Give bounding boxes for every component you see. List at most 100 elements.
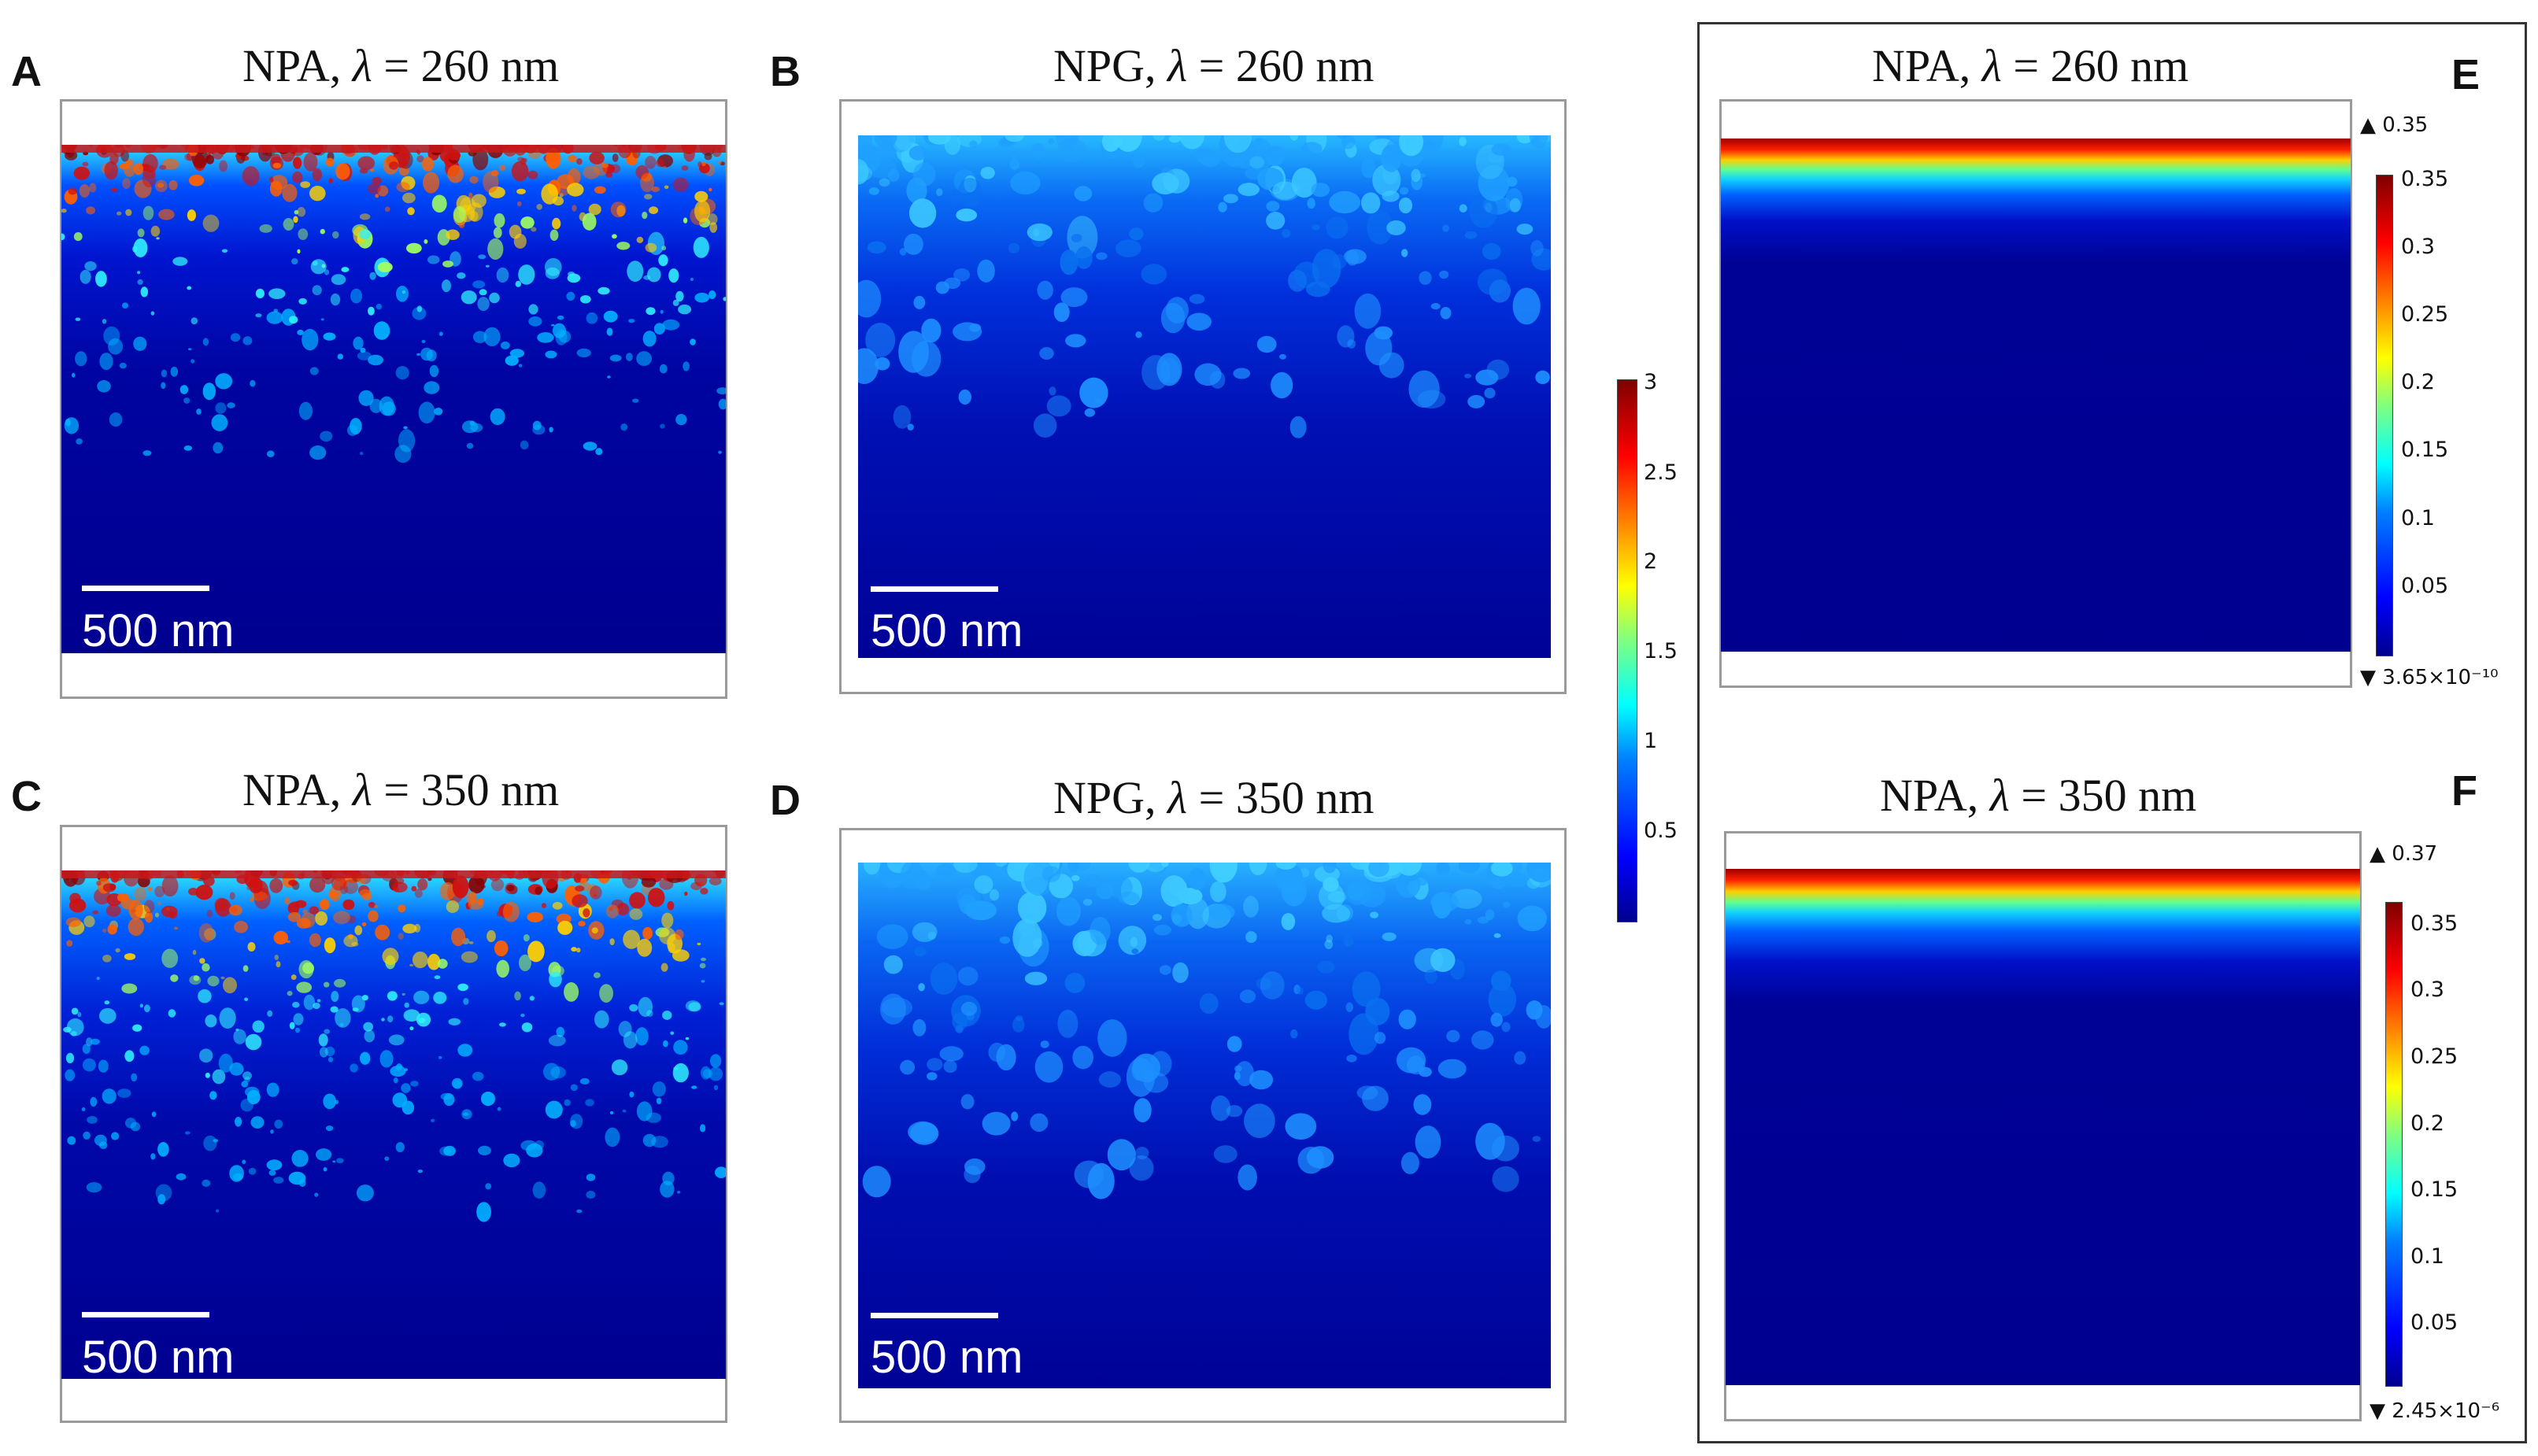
- field-speckle: [335, 163, 350, 180]
- field-speckle: [1439, 270, 1449, 279]
- field-speckle: [298, 297, 307, 305]
- field-speckle: [959, 894, 977, 915]
- field-speckle: [572, 205, 577, 212]
- field-speckle: [183, 397, 191, 404]
- field-speckle: [119, 362, 127, 369]
- field-speckle: [1132, 153, 1145, 168]
- field-speckle: [1430, 303, 1441, 310]
- field-speckle: [142, 205, 154, 220]
- field-speckle: [266, 1159, 283, 1171]
- field-speckle: [1289, 135, 1299, 141]
- field-speckle: [1040, 1040, 1049, 1048]
- field-speckle: [893, 405, 912, 429]
- field-speckle: [269, 176, 274, 183]
- field-speckle: [293, 1013, 304, 1025]
- field-speckle: [868, 157, 897, 179]
- field-speckle: [912, 1018, 927, 1037]
- field-speckle: [377, 261, 393, 272]
- field-speckle: [282, 183, 298, 202]
- field-speckle: [416, 353, 420, 356]
- field-speckle: [274, 1119, 283, 1129]
- field-speckle: [290, 974, 297, 981]
- field-speckle: [673, 1040, 688, 1055]
- field-speckle: [375, 924, 390, 940]
- field-speckle: [452, 875, 469, 899]
- field-speckle: [443, 1145, 456, 1156]
- field-speckle: [297, 329, 304, 335]
- field-speckle: [1423, 140, 1436, 154]
- field-speckle: [353, 336, 364, 350]
- field-speckle: [683, 217, 688, 224]
- field-speckle: [1509, 198, 1521, 212]
- field-speckle: [716, 387, 726, 395]
- field-speckle: [656, 1097, 662, 1105]
- field-speckle: [434, 975, 441, 980]
- field-speckle: [874, 135, 897, 150]
- field-speckle: [1482, 242, 1501, 261]
- field-speckle: [76, 438, 83, 445]
- field-speckle: [1072, 1045, 1093, 1070]
- field-speckle: [1012, 1017, 1025, 1033]
- field-speckle: [1194, 148, 1214, 162]
- field-speckle: [1493, 933, 1501, 938]
- field-speckle: [297, 207, 306, 217]
- field-speckle: [288, 1171, 306, 1185]
- field-speckle: [907, 423, 914, 431]
- panel-a-scale-label: 500 nm: [82, 605, 235, 656]
- field-speckle: [1037, 280, 1053, 300]
- field-speckle: [1317, 960, 1335, 974]
- field-speckle: [1516, 135, 1534, 144]
- field-speckle: [659, 364, 668, 374]
- field-speckle: [128, 918, 144, 937]
- field-speckle: [172, 257, 188, 266]
- field-speckle: [416, 305, 423, 312]
- field-speckle: [124, 953, 136, 960]
- field-speckle: [104, 1000, 110, 1005]
- field-speckle: [1381, 144, 1402, 172]
- field-speckle: [1343, 935, 1354, 948]
- field-speckle: [606, 327, 613, 336]
- field-speckle: [1386, 220, 1406, 235]
- field-speckle: [1289, 416, 1307, 438]
- field-speckle: [927, 1072, 938, 1081]
- field-speckle: [660, 309, 664, 314]
- field-speckle: [701, 957, 706, 962]
- field-speckle: [527, 170, 538, 179]
- field-speckle: [606, 904, 620, 918]
- field-speckle: [1345, 1002, 1354, 1012]
- field-speckle: [858, 164, 873, 183]
- field-speckle: [336, 1158, 344, 1164]
- field-speckle: [369, 902, 373, 905]
- field-speckle: [858, 348, 879, 384]
- field-speckle: [320, 899, 330, 911]
- field-speckle: [1143, 1069, 1154, 1083]
- field-speckle: [1107, 1139, 1136, 1171]
- field-speckle: [124, 161, 135, 177]
- field-speckle: [1281, 876, 1307, 907]
- field-speckle: [66, 1018, 84, 1037]
- panel-a-field-map: [61, 145, 726, 653]
- field-speckle: [373, 321, 390, 340]
- field-speckle: [1226, 1036, 1242, 1052]
- field-speckle: [1090, 916, 1111, 945]
- field-speckle: [1168, 135, 1182, 143]
- field-speckle: [1437, 1059, 1467, 1079]
- field-speckle: [188, 175, 205, 187]
- field-speckle: [1053, 302, 1070, 322]
- field-speckle: [489, 292, 500, 304]
- field-speckle: [227, 402, 235, 408]
- field-speckle: [382, 401, 396, 416]
- field-speckle: [266, 450, 275, 457]
- field-speckle: [294, 209, 299, 215]
- field-speckle: [157, 183, 165, 188]
- field-speckle: [394, 878, 405, 885]
- field-speckle: [642, 211, 648, 220]
- field-speckle: [410, 1081, 419, 1087]
- field-speckle: [109, 412, 123, 427]
- field-speckle: [402, 192, 416, 204]
- field-speckle: [930, 963, 958, 995]
- field-speckle: [543, 1062, 561, 1081]
- field-speckle: [1514, 1051, 1526, 1065]
- field-speckle: [1279, 353, 1286, 360]
- field-speckle: [122, 178, 131, 189]
